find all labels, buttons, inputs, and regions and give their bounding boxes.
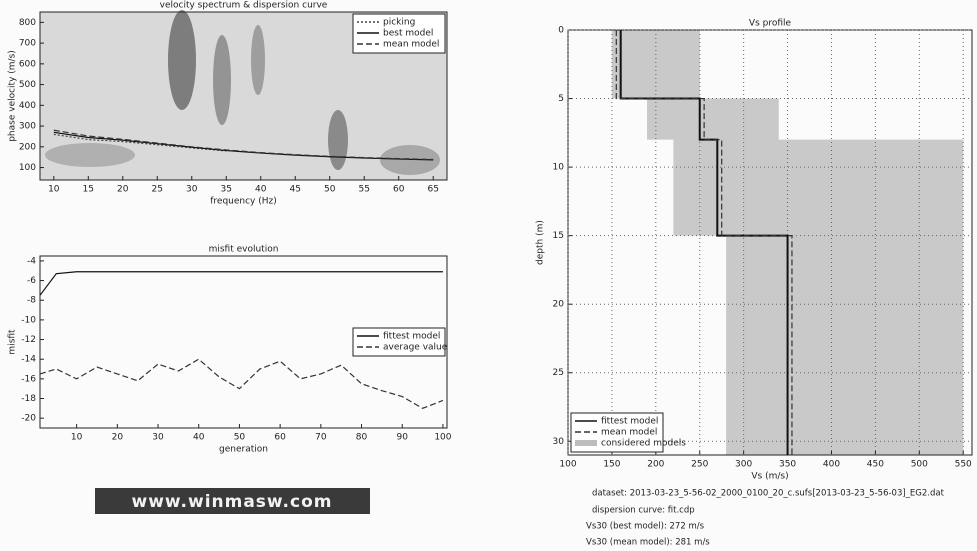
page: www.winmasw.com dataset: 2013-03-23_5-56… — [0, 0, 977, 551]
spectrum-blob — [45, 143, 135, 167]
y-tick-label: 500 — [19, 80, 36, 90]
logo-text: www.winmasw.com — [132, 492, 333, 512]
x-tick-label: 400 — [823, 460, 840, 470]
x-axis-label: Vs (m/s) — [751, 472, 788, 482]
x-tick-label: 40 — [255, 185, 267, 195]
legend-label: fittest model — [601, 417, 658, 427]
y-tick-label: 400 — [19, 101, 36, 111]
x-tick-label: 250 — [691, 460, 708, 470]
y-tick-label: 5 — [558, 94, 564, 104]
x-tick-label: 40 — [193, 433, 205, 443]
chart-title: misfit evolution — [209, 245, 279, 255]
series-line — [40, 359, 443, 408]
y-axis-label: misfit — [8, 329, 18, 355]
x-tick-label: 300 — [735, 460, 752, 470]
x-tick-label: 45 — [290, 185, 301, 195]
spectrum-blob — [251, 25, 265, 95]
x-tick-label: 70 — [315, 433, 327, 443]
y-tick-label: 300 — [19, 122, 36, 132]
x-tick-label: 30 — [152, 433, 164, 443]
y-tick-label: 15 — [553, 231, 564, 241]
y-tick-label: -16 — [21, 374, 36, 384]
x-tick-label: 50 — [324, 185, 336, 195]
legend-label: mean model — [383, 40, 439, 50]
x-tick-label: 55 — [358, 185, 369, 195]
spectrum-blob — [328, 110, 348, 170]
x-tick-label: 20 — [112, 433, 124, 443]
y-tick-label: -14 — [21, 355, 36, 365]
vs30-best-note: Vs30 (best model): 272 m/s — [586, 522, 705, 532]
legend-label: average value — [383, 343, 448, 353]
y-tick-label: 100 — [19, 163, 36, 173]
y-tick-label: 800 — [19, 18, 36, 28]
dispersion-note: dispersion curve: fit.cdp — [592, 506, 695, 516]
legend-label: considered models — [601, 439, 686, 449]
logo: www.winmasw.com — [95, 488, 370, 514]
spectrum-blob — [168, 10, 196, 110]
legend-label: picking — [383, 18, 415, 28]
y-tick-label: -12 — [21, 335, 36, 345]
y-axis-label: depth (m) — [536, 220, 546, 265]
y-tick-label: -4 — [27, 256, 36, 266]
legend-label: fittest model — [383, 332, 440, 342]
y-tick-label: 25 — [553, 368, 564, 378]
x-tick-label: 60 — [393, 185, 405, 195]
spectrum-blob — [213, 35, 231, 125]
y-tick-label: 10 — [553, 163, 565, 173]
x-tick-label: 35 — [221, 185, 232, 195]
y-tick-label: 30 — [553, 437, 565, 447]
y-tick-label: -6 — [27, 276, 36, 286]
y-tick-label: -20 — [21, 414, 36, 424]
x-tick-label: 200 — [647, 460, 664, 470]
x-axis-label: frequency (Hz) — [210, 197, 277, 207]
y-tick-label: 600 — [19, 59, 36, 69]
y-tick-label: 0 — [558, 26, 564, 36]
x-tick-label: 10 — [71, 433, 83, 443]
figure: www.winmasw.com dataset: 2013-03-23_5-56… — [0, 0, 977, 551]
legend-swatch — [575, 440, 597, 446]
x-axis-label: generation — [219, 445, 268, 455]
x-tick-label: 30 — [186, 185, 198, 195]
x-tick-label: 100 — [434, 433, 451, 443]
vs30-mean-note: Vs30 (mean model): 281 m/s — [586, 538, 710, 548]
x-tick-label: 20 — [117, 185, 129, 195]
x-tick-label: 65 — [427, 185, 438, 195]
legend-label: best model — [383, 29, 433, 39]
y-tick-label: -18 — [21, 394, 36, 404]
y-axis-label: phase velocity (m/s) — [8, 50, 18, 142]
x-tick-label: 60 — [274, 433, 286, 443]
x-tick-label: 150 — [603, 460, 620, 470]
legend-label: mean model — [601, 428, 657, 438]
x-tick-label: 15 — [83, 185, 94, 195]
x-tick-label: 50 — [234, 433, 246, 443]
y-tick-label: 700 — [19, 39, 36, 49]
x-tick-label: 80 — [356, 433, 368, 443]
y-tick-label: 20 — [553, 300, 565, 310]
chart-title: Vs profile — [749, 19, 792, 29]
x-tick-label: 10 — [48, 185, 60, 195]
x-tick-label: 90 — [397, 433, 409, 443]
x-tick-label: 100 — [559, 460, 576, 470]
series-line — [40, 272, 443, 296]
x-tick-label: 350 — [779, 460, 796, 470]
chart-title: velocity spectrum & dispersion curve — [160, 1, 328, 11]
x-tick-label: 450 — [867, 460, 884, 470]
x-tick-label: 550 — [955, 460, 972, 470]
x-tick-label: 25 — [152, 185, 163, 195]
y-tick-label: -10 — [21, 315, 36, 325]
y-tick-label: 200 — [19, 142, 36, 152]
y-tick-label: -8 — [27, 296, 36, 306]
x-tick-label: 500 — [911, 460, 928, 470]
dataset-note: dataset: 2013-03-23_5-56-02_2000_0100_20… — [592, 489, 945, 499]
